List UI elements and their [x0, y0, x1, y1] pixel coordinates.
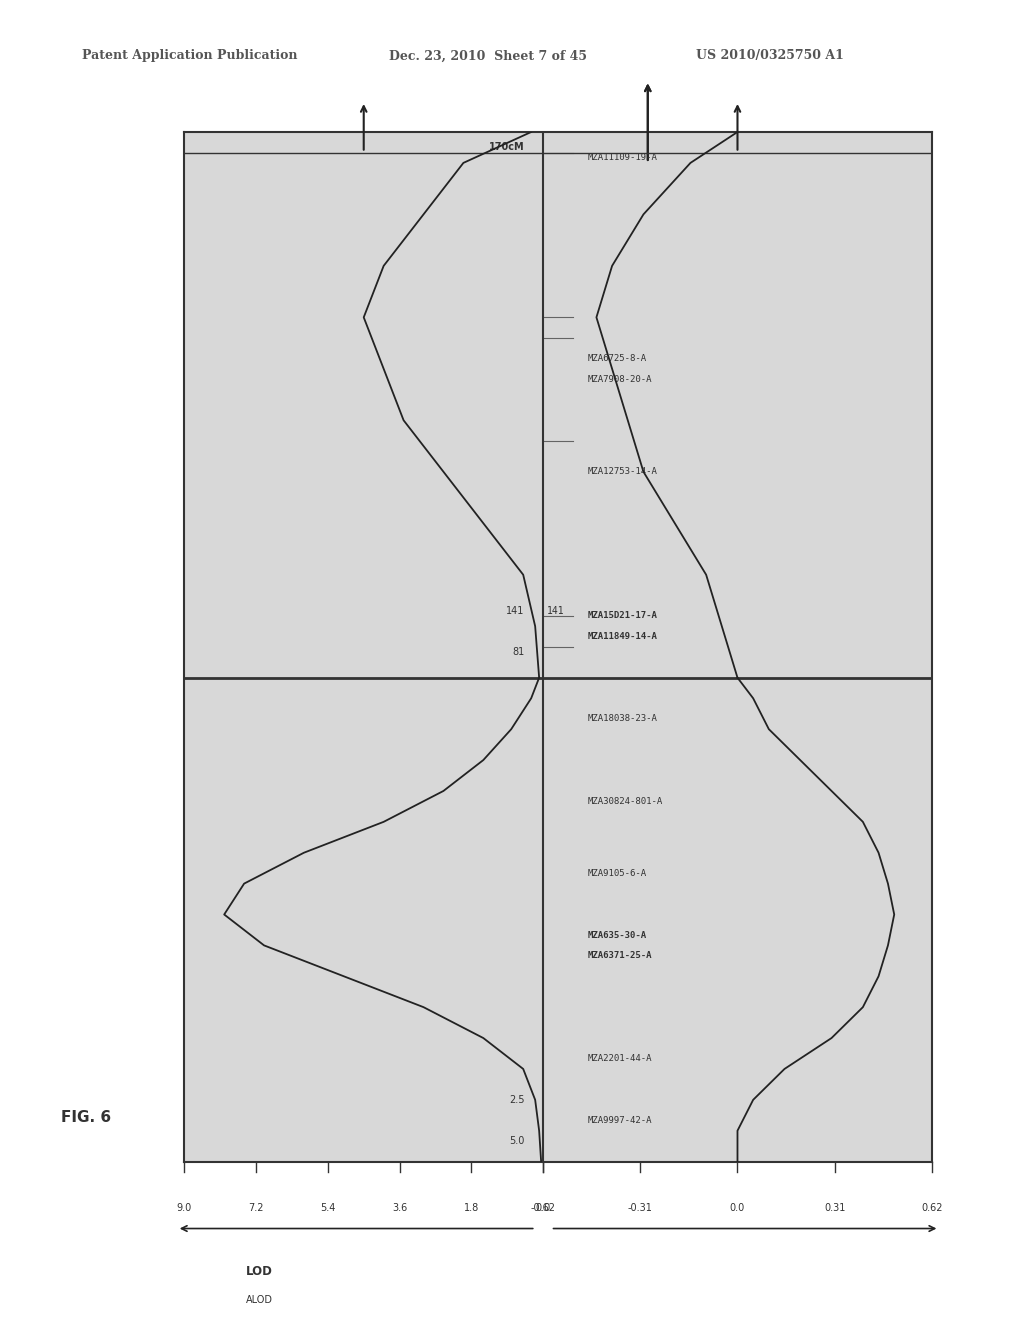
Text: MZA2201-44-A: MZA2201-44-A	[588, 1055, 652, 1063]
Text: MZA18038-23-A: MZA18038-23-A	[588, 714, 657, 723]
Text: 0.62: 0.62	[922, 1203, 942, 1213]
Text: 0.0: 0.0	[536, 1203, 551, 1213]
Text: -0.31: -0.31	[628, 1203, 652, 1213]
Text: MZA6371-25-A: MZA6371-25-A	[588, 952, 652, 960]
Text: MZA30824-801-A: MZA30824-801-A	[588, 797, 664, 805]
Text: MZA11849-14-A: MZA11849-14-A	[588, 632, 657, 642]
Text: MZA635-30-A: MZA635-30-A	[588, 931, 647, 940]
Text: -0.62: -0.62	[530, 1203, 556, 1213]
Text: 170cM: 170cM	[488, 143, 524, 152]
Text: MZA9105-6-A: MZA9105-6-A	[588, 869, 647, 878]
Text: FIG. 6: FIG. 6	[61, 1110, 112, 1125]
Text: LOD: LOD	[246, 1265, 272, 1278]
Text: US 2010/0325750 A1: US 2010/0325750 A1	[696, 49, 844, 62]
Text: 0.0: 0.0	[730, 1203, 745, 1213]
Text: 7.2: 7.2	[249, 1203, 264, 1213]
Text: 2.5: 2.5	[509, 1094, 524, 1105]
Text: 0.31: 0.31	[824, 1203, 846, 1213]
Text: 1.8: 1.8	[464, 1203, 479, 1213]
Text: 81: 81	[512, 647, 524, 657]
Text: ALOD: ALOD	[246, 1295, 272, 1305]
Text: MZA6725-8-A: MZA6725-8-A	[588, 354, 647, 363]
Text: 9.0: 9.0	[177, 1203, 191, 1213]
Text: MZA12753-14-A: MZA12753-14-A	[588, 467, 657, 477]
Text: Dec. 23, 2010  Sheet 7 of 45: Dec. 23, 2010 Sheet 7 of 45	[389, 49, 587, 62]
Text: 141: 141	[506, 606, 524, 615]
Text: MZA9997-42-A: MZA9997-42-A	[588, 1115, 652, 1125]
Text: 141: 141	[547, 606, 564, 615]
Text: MZA11109-19-A: MZA11109-19-A	[588, 153, 657, 162]
Text: Patent Application Publication: Patent Application Publication	[82, 49, 297, 62]
Text: 5.4: 5.4	[321, 1203, 336, 1213]
Text: MZA7908-20-A: MZA7908-20-A	[588, 375, 652, 384]
Text: MZA15D21-17-A: MZA15D21-17-A	[588, 611, 657, 620]
Text: 5.0: 5.0	[509, 1137, 524, 1146]
Text: 3.6: 3.6	[392, 1203, 408, 1213]
